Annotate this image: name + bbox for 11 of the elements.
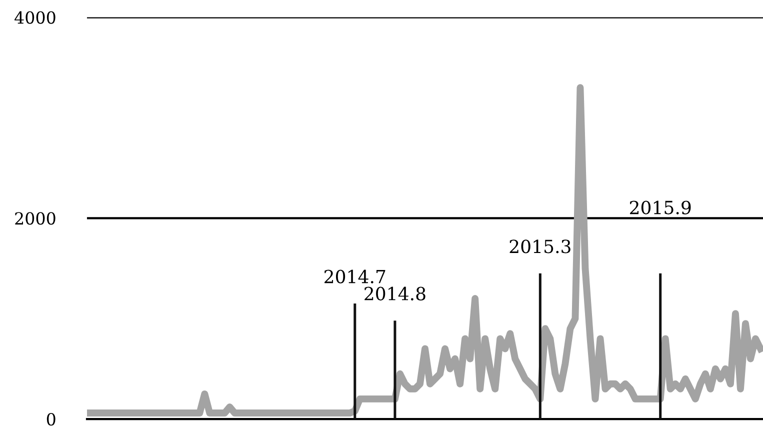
- annotation: 2015.3: [510, 240, 570, 254]
- bar: [354, 304, 356, 420]
- y-tick-label: 0: [46, 413, 56, 426]
- bar: [659, 273, 662, 420]
- y-tick-label: 4000: [14, 11, 56, 24]
- annotation: 2014.7: [324, 270, 386, 284]
- annotation: 2015.9: [630, 200, 691, 214]
- annotation: 2014.8: [364, 286, 426, 300]
- bar: [538, 273, 542, 420]
- bar: [394, 320, 396, 420]
- y-tick-label: 2000: [15, 212, 56, 225]
